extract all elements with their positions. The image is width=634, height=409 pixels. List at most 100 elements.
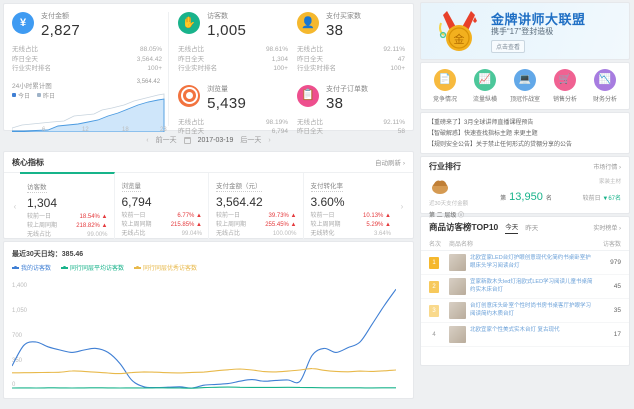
xtick: 18 <box>122 126 129 133</box>
metrics-prev-arrow[interactable]: ‹ <box>13 201 17 211</box>
svg-text:金: 金 <box>454 32 465 46</box>
legend-swatch-peer-top <box>134 266 142 269</box>
row-key: 较前一日 <box>27 214 52 220</box>
rank-right: 家装主材 较前日 ▼67名 <box>561 177 621 219</box>
product-thumbnail <box>449 326 466 343</box>
trend-title: 最近30天日均：385.46 <box>12 251 84 258</box>
product-cell: 北欧宜家LED台灯护眼创意现代化简约书桌卧室护眼床头学习阅读台灯 <box>449 254 593 271</box>
table-row[interactable]: 4 北欧宜家个性美式实木台灯 复古现代 17 <box>421 323 629 347</box>
product-name[interactable]: 台灯创意床头卧室个性时尚书房书桌客厅护眼学习阅读简约木质台灯 <box>470 303 592 317</box>
metric-pageviews[interactable]: 浏览量 6,794 较前一日 6.77% ▲ 较上周同期 215.85% ▲ <box>115 173 209 239</box>
rank-delta-label: 较前日 <box>582 196 601 202</box>
row-value: 98.19% <box>265 118 288 126</box>
metric-conversion-rate[interactable]: 支付转化率 3.60% 较前一日 10.13% ▲ 较上周同期 5.29% ▲ <box>304 173 398 239</box>
legend-peer-avg[interactable]: 同行同层平均访客数 <box>61 263 124 272</box>
metric-payment-amount[interactable]: 支付金额（元） 3,564.42 较前一日 39.73% ▲ 较上周同期 255… <box>209 173 304 239</box>
banner-cta-button[interactable]: 点击查看 <box>491 40 526 53</box>
metric-row: 无线占比 100.00% <box>216 230 297 239</box>
quick-link-traffic[interactable]: 📈 流量纵横 <box>467 69 503 103</box>
tab-yesterday[interactable]: 昨天 <box>525 225 539 232</box>
promo-banner[interactable]: 金 金牌讲师大联盟 携手“17”登封造极 点击查看 <box>420 2 630 60</box>
row-value: 100+ <box>147 65 163 72</box>
product-name[interactable]: 北欧宜家LED台灯护眼创意现代化简约书桌卧室护眼床头学习阅读台灯 <box>470 255 591 269</box>
rank-middle: 第 13,950 名 <box>491 177 561 219</box>
mini-chart-svg <box>12 93 165 132</box>
stat-value: 38 <box>325 22 344 39</box>
table-row[interactable]: 1 北欧宜家LED台灯护眼创意现代化简约书桌卧室护眼床头学习阅读台灯 979 <box>421 251 629 275</box>
ytick-350: 350 <box>12 358 23 364</box>
metric-label: 访客数 <box>27 181 47 193</box>
row-key: 昨日全天 <box>178 55 205 63</box>
document-icon: 📄 <box>434 69 456 91</box>
core-metrics-body: ‹ 访客数 1,304 较前一日 18.54% ▲ 较上周同期 2 <box>4 172 413 239</box>
question-icon[interactable]: ⓘ <box>458 213 465 219</box>
table-row[interactable]: 3 台灯创意床头卧室个性时尚书房书桌客厅护眼学习阅读简约木质台灯 35 <box>421 299 629 323</box>
row-key: 无线占比 <box>121 231 146 237</box>
core-metrics-header: 核心指标 自动刷新 › <box>4 152 413 173</box>
visitor-trend-card: 最近30天日均：385.46 我的访客数 同行同层平均访客数 同行同层优秀访客数… <box>3 241 414 399</box>
metric-row: 无线转化 3.64% <box>311 230 392 239</box>
prev-day-button[interactable]: ‹ <box>146 136 149 144</box>
quick-link-warroom[interactable]: 💻 顶冠作战室 <box>507 69 543 103</box>
ytick-1400: 1,400 <box>12 283 28 289</box>
stat-pageviews: 浏览量 5,439 <box>178 84 288 113</box>
trend-icon: 📉 <box>594 69 616 91</box>
product-name[interactable]: 北欧宜家个性美式实木台灯 复古现代 <box>470 327 560 333</box>
row-value: 99.04% <box>181 231 202 237</box>
metric-row: 较前一日 39.73% ▲ <box>216 212 297 221</box>
row-value: 6.77% ▲ <box>177 213 202 219</box>
row-key: 较前一日 <box>310 213 335 219</box>
announcement-item[interactable]: 【规则安全公告】关于禁止任何形式的贷棚分享的公告 <box>428 140 622 151</box>
current-date[interactable]: 2017-03-19 <box>197 136 234 144</box>
announcement-item[interactable]: 【重磅来了】3月全球讲师直播课程预告 <box>428 118 622 129</box>
announcement-text: 3月全球讲师直播课程预告 <box>464 120 534 126</box>
row-value: 1,304 <box>271 55 288 63</box>
row-value: 18.54% ▲ <box>79 214 108 220</box>
stat-label: 支付金额 <box>41 13 69 20</box>
row-key: 行业实时排名 <box>12 65 51 72</box>
industry-rank-card: 行业排行 市场行情 › 近30天支付金额 第 二 层级 ⓘ 第 13,950 名… <box>420 156 630 219</box>
stat-row: 行业实时排名 100+ <box>297 64 405 74</box>
row-value: 100+ <box>390 65 405 72</box>
stat-row: 无线占比 92.11% <box>297 45 405 55</box>
metric-row: 较上周同期 255.45% ▲ <box>216 221 297 230</box>
legend-my-visitors[interactable]: 我的访客数 <box>12 263 51 272</box>
table-row[interactable]: 2 宜家新款木头led灯泡欧式LED学习阅读儿童书桌简约实木床台灯 45 <box>421 275 629 299</box>
trend-chart-svg <box>12 288 396 389</box>
metric-visitors[interactable]: 访客数 1,304 较前一日 18.54% ▲ 较上周同期 218.82% ▲ <box>20 172 115 239</box>
legend-label-mine: 我的访客数 <box>21 266 52 272</box>
mini-chart-legend: 今日 昨日 <box>12 91 162 100</box>
row-key: 无线占比 <box>296 118 323 126</box>
metric-label: 支付金额（元） <box>216 180 262 192</box>
metrics-next-arrow[interactable]: › <box>400 201 404 211</box>
next-day-label[interactable]: 后一天 <box>240 137 262 144</box>
row-value: 218.82% ▲ <box>76 223 108 229</box>
product-name[interactable]: 宜家新款木头led灯泡欧式LED学习阅读儿童书桌简约实木床台灯 <box>470 279 593 293</box>
quick-link-sales[interactable]: 🛒 销售分析 <box>547 69 583 103</box>
legend-today: 今日 <box>12 91 30 100</box>
announcement-item[interactable]: 【智破解惑】快速查找指标主题 来更主题 <box>428 129 622 140</box>
next-day-button[interactable]: › <box>268 136 271 144</box>
calendar-icon[interactable] <box>183 136 191 144</box>
rank-metric-label: 近30天支付金额 <box>429 201 469 207</box>
prev-day-label[interactable]: 前一天 <box>155 137 177 144</box>
row-value: 215.85% ▲ <box>170 222 202 228</box>
industry-rank-title: 行业排行 <box>429 161 461 171</box>
metric-rows: 较前一日 10.13% ▲ 较上周同期 5.29% ▲ 无线转化 3.64% <box>311 212 392 239</box>
announcement-tag: 【规则安全公告】 <box>428 142 477 148</box>
tab-today[interactable]: 今天 <box>505 221 519 234</box>
quick-link-competition[interactable]: 📄 竞争情况 <box>427 69 463 103</box>
trend-legend: 我的访客数 同行同层平均访客数 同行同层优秀访客数 <box>12 263 405 272</box>
realtime-rank-link[interactable]: 实时榜单 › <box>593 225 621 232</box>
legend-swatch-yesterday <box>37 93 42 97</box>
announcement-text: 快速查找指标主题 来更主题 <box>464 131 538 137</box>
stat-row: 无线占比 88.05% <box>12 45 162 55</box>
auto-refresh-link[interactable]: 自动刷新 › <box>375 160 405 167</box>
product-cell: 台灯创意床头卧室个性时尚书房书桌客厅护眼学习阅读简约木质台灯 <box>449 302 593 319</box>
market-trend-link[interactable]: 市场行情 › <box>593 164 621 171</box>
stat-row: 行业实时排名 100+ <box>12 64 162 74</box>
quick-link-finance[interactable]: 📉 财务分析 <box>587 69 623 103</box>
metric-label: 浏览量 <box>121 180 141 192</box>
legend-peer-top[interactable]: 同行同层优秀访客数 <box>134 263 197 272</box>
row-key: 行业实时排名 <box>296 65 336 72</box>
